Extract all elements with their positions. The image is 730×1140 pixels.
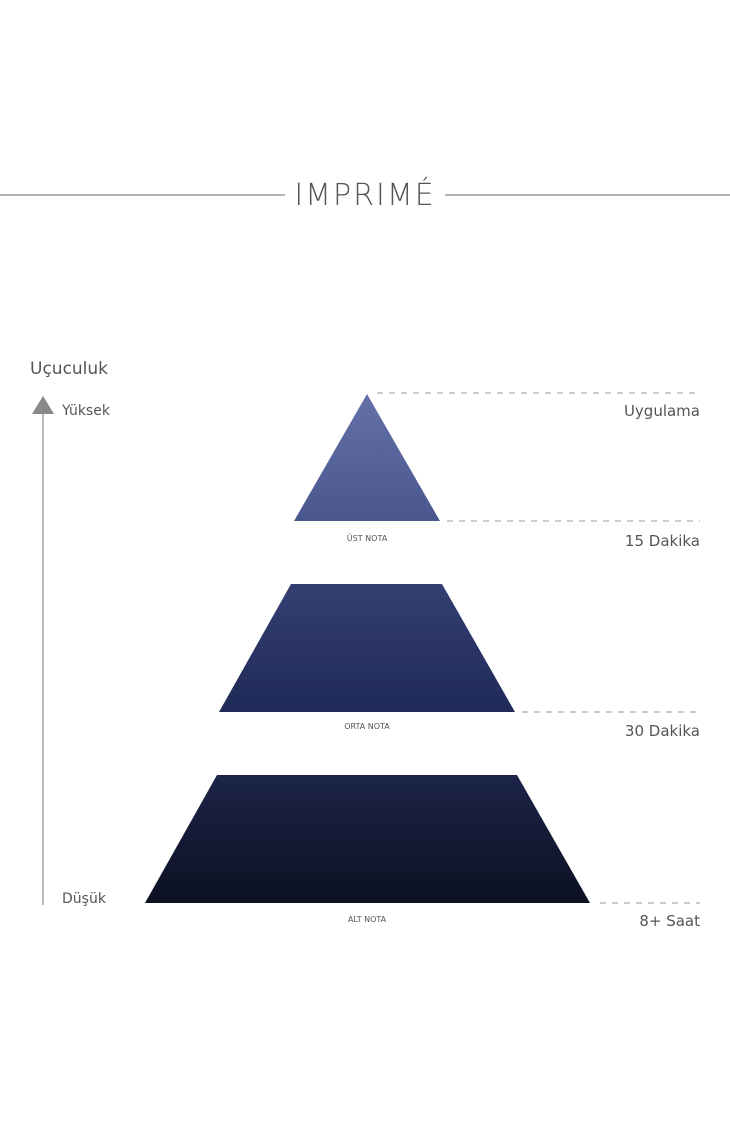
- time-label: 8+ Saat: [639, 912, 700, 930]
- axis-high-label: Yüksek: [61, 403, 111, 419]
- middle-note-label: ORTA NOTA: [344, 722, 390, 731]
- time-label: 30 Dakika: [625, 722, 700, 740]
- top-note-label: ÜST NOTA: [347, 533, 388, 543]
- axis-low-label: Düşük: [62, 891, 107, 907]
- arrow-up-icon: [32, 396, 54, 414]
- time-label: Uygulama: [624, 402, 700, 420]
- base-note-tier: [145, 775, 590, 903]
- time-guides: [377, 392, 700, 904]
- axis-label: Uçuculuk: [30, 359, 108, 379]
- middle-note-tier: [219, 584, 515, 712]
- title: IMPRIMÉ: [294, 177, 435, 213]
- time-label: 15 Dakika: [625, 532, 700, 550]
- base-note-label: ALT NOTA: [348, 915, 387, 924]
- top-note-tier: [294, 394, 440, 521]
